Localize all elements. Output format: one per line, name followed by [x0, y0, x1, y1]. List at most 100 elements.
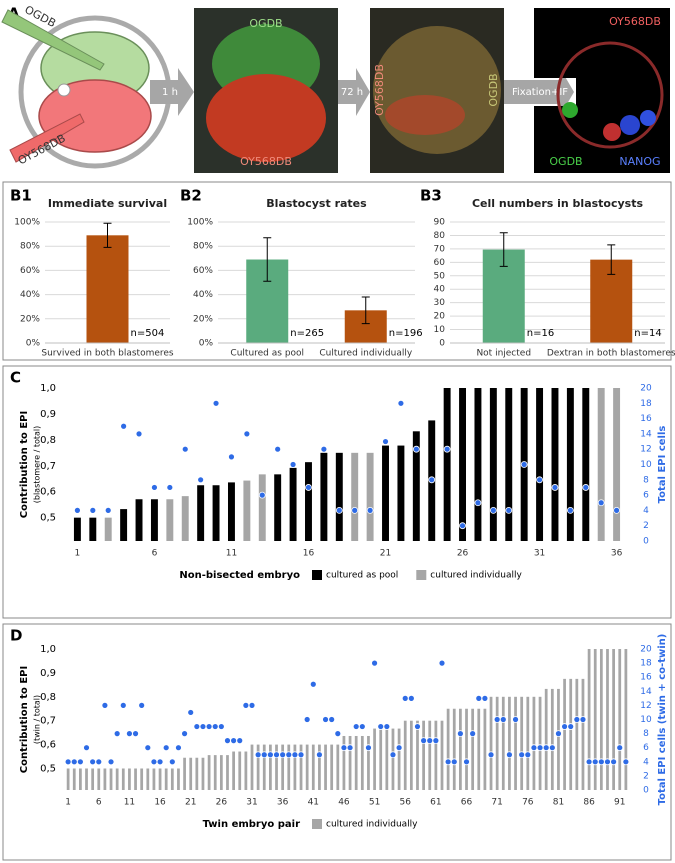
x-tick-label: 51	[369, 798, 380, 808]
annotation: n=14	[634, 328, 661, 339]
image-label: OY568DB	[240, 155, 292, 168]
y-tick-label: 0,8	[40, 435, 56, 446]
x-tick-label: 21	[380, 549, 391, 559]
image	[576, 8, 670, 173]
x-tick-label: Cultured as pool	[230, 349, 304, 359]
dot	[273, 751, 280, 759]
y-tick-label: 10	[434, 325, 446, 335]
bar	[66, 768, 70, 790]
dot	[119, 702, 127, 709]
bar	[581, 678, 585, 790]
blastomere-red	[38, 79, 152, 153]
dot	[162, 744, 170, 752]
image-blob	[640, 110, 656, 126]
y2-tick-label: 10	[640, 460, 652, 470]
y-tick-label: 0	[439, 339, 445, 349]
bar	[483, 708, 487, 790]
x-tick-label: 41	[308, 798, 319, 808]
bar	[397, 445, 405, 541]
dot	[120, 422, 128, 430]
bar	[563, 678, 566, 790]
bar	[440, 720, 444, 790]
dot	[291, 751, 299, 759]
bar	[569, 678, 573, 790]
legend-label: cultured individually	[326, 820, 418, 830]
bar	[373, 728, 376, 790]
y-tick-label: 0,6	[40, 740, 56, 751]
panel-label: B2	[180, 187, 202, 205]
dot	[104, 506, 112, 514]
bar	[140, 768, 144, 790]
bar	[367, 735, 370, 790]
bar	[97, 768, 101, 790]
x-tick-label: 26	[457, 549, 469, 559]
image	[534, 8, 576, 78]
x-tick-label: 11	[124, 798, 135, 808]
dot	[168, 758, 176, 766]
dot	[469, 730, 477, 737]
dot	[95, 758, 103, 766]
y2-tick-label: 8	[643, 729, 649, 739]
dot	[156, 758, 164, 766]
y-tick-label: 0,5	[40, 763, 56, 774]
dot	[212, 399, 220, 407]
y-axis-title: Contribution to EPI	[19, 411, 30, 518]
bar	[324, 744, 327, 790]
bar	[166, 499, 174, 541]
bar	[422, 720, 425, 790]
bar	[219, 755, 223, 790]
dot	[365, 744, 372, 752]
bar	[366, 452, 374, 541]
bar	[443, 388, 451, 541]
image-label: OY568DB	[609, 15, 661, 28]
y2-tick-label: 6	[643, 743, 649, 753]
dot	[144, 744, 152, 752]
y2-axis-title: Total EPI cells (twin + co-twin)	[657, 634, 668, 806]
y2-tick-label: 16	[640, 414, 652, 424]
bar	[416, 720, 419, 790]
dot	[401, 694, 409, 702]
y2-tick-label: 4	[643, 757, 649, 767]
y-tick-label: 1,0	[40, 644, 56, 655]
image-blob	[603, 123, 621, 141]
x-tick-label: 11	[226, 549, 237, 559]
y-tick-label: 60	[434, 258, 446, 268]
bar	[495, 696, 499, 790]
dot	[101, 702, 109, 709]
dot	[366, 506, 374, 514]
y-tick-label: 80	[434, 231, 446, 241]
dot	[456, 730, 464, 737]
dot	[289, 461, 297, 468]
bar	[434, 720, 438, 790]
y-tick-label: 0,9	[40, 668, 56, 679]
dot	[475, 694, 483, 702]
bar	[397, 728, 401, 790]
y2-tick-label: 8	[643, 475, 649, 485]
dot	[248, 702, 256, 709]
dot	[432, 737, 440, 745]
dot	[279, 751, 287, 759]
x-tick-label: 46	[338, 798, 350, 808]
annotation: n=196	[389, 328, 423, 339]
dot	[230, 737, 238, 745]
legend-label: cultured individually	[430, 571, 522, 581]
y2-tick-label: 2	[643, 521, 649, 531]
bar	[409, 720, 413, 790]
bar	[152, 768, 156, 790]
bar	[256, 744, 260, 790]
dot	[383, 723, 391, 730]
bar	[459, 388, 467, 541]
dot	[561, 723, 568, 730]
bar	[170, 768, 174, 790]
image-label: OGDB	[249, 17, 282, 30]
bar	[351, 452, 359, 541]
y-tick-label: 0,9	[40, 409, 56, 420]
x-tick-label: 76	[522, 798, 534, 808]
panel-frame	[2, 623, 672, 861]
dot	[205, 723, 213, 730]
dot	[89, 506, 97, 514]
y-tick-label: 90	[434, 218, 446, 228]
bar	[587, 649, 591, 790]
y-tick-label: 60%	[193, 266, 213, 276]
